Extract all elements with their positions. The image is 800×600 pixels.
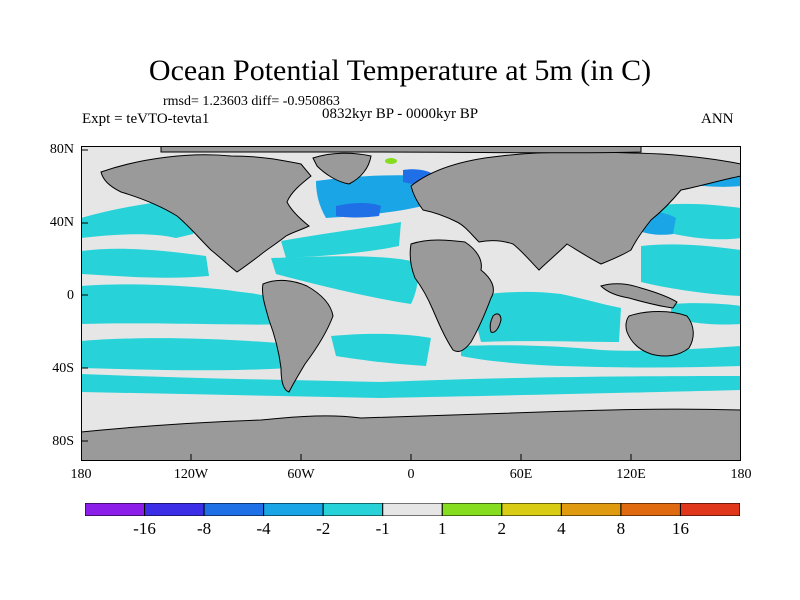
colorbar-box-9 (620, 503, 681, 516)
southern-ocean-band (81, 374, 741, 398)
equatorial-pacific (81, 284, 296, 325)
north-atlantic-band (281, 222, 401, 258)
experiment-label: Expt = teVTO-tevta1 (82, 111, 210, 127)
colorbar-box-6 (441, 503, 503, 516)
lat-label-80n: 80N (49, 142, 74, 157)
tropical-atlantic (271, 256, 419, 304)
colorbar-label-0: -16 (133, 519, 156, 538)
lat-label-40s: 40S (52, 361, 74, 376)
colorbar-label-3: -2 (316, 519, 331, 538)
lon-label-120e: 120E (616, 467, 646, 482)
lon-label-120w: 120W (173, 467, 209, 482)
world-map (81, 146, 741, 461)
colorbar-box-0 (85, 503, 146, 516)
colorbar (85, 503, 740, 516)
lon-label-0: 0 (407, 467, 415, 482)
statistics-label: rmsd= 1.23603 diff= -0.950863 (163, 94, 340, 109)
colorbar-box-3 (263, 503, 324, 516)
colorbar-label-4: -1 (375, 519, 390, 538)
lat-label-0: 0 (67, 288, 74, 303)
south-pacific-band (81, 338, 291, 371)
colorbar-label-1: -8 (197, 519, 212, 538)
anomaly-warm-regions (385, 158, 397, 164)
subtropical-north-pacific (81, 248, 209, 278)
colorbar-label-5: 1 (438, 519, 447, 538)
colorbar-box-10 (679, 503, 740, 516)
axis-ticks (81, 149, 632, 461)
colorbar-label-6: 2 (497, 519, 507, 538)
lat-label-40n: 40N (49, 215, 74, 230)
colorbar-box-4 (322, 503, 384, 516)
colorbar-box-2 (203, 503, 265, 516)
eurasia (410, 151, 741, 271)
maritime-continent (600, 283, 678, 309)
greenland-sea-warm-patch (385, 158, 397, 164)
australia (625, 311, 694, 357)
period-label: 0832kyr BP - 0000kyr BP (322, 106, 479, 122)
colorbar-box-8 (560, 503, 622, 516)
lon-label-180-east: 180 (730, 467, 752, 482)
colorbar-label-2: -4 (256, 519, 271, 538)
anomaly-deep-blue-regions (336, 169, 433, 218)
west-north-pacific (641, 244, 741, 296)
colorbar-box-1 (144, 503, 205, 516)
south-america (262, 279, 334, 393)
indian-ocean (471, 291, 621, 342)
madagascar (489, 313, 502, 333)
map-title: Ocean Potential Temperature at 5m (in C) (148, 54, 652, 87)
lon-label-60w: 60W (287, 467, 315, 482)
season-label: ANN (701, 111, 734, 127)
colorbar-box-7 (501, 503, 562, 516)
antarctica (81, 408, 741, 461)
gulf-stream-cooling (336, 203, 381, 218)
colorbar-box-5 (382, 503, 443, 516)
arctic-land-strip (160, 146, 642, 154)
lat-label-80s: 80S (52, 434, 74, 449)
south-atlantic (331, 333, 431, 366)
colorbar-label-8: 8 (616, 519, 626, 538)
greenland (312, 152, 372, 185)
land-masses (81, 146, 741, 461)
north-america (100, 154, 312, 273)
africa (409, 239, 494, 353)
colorbar-label-9: 16 (672, 519, 689, 538)
colorbar-label-7: 4 (557, 519, 566, 538)
lon-label-180-west: 180 (70, 467, 92, 482)
lon-label-60e: 60E (509, 467, 533, 482)
